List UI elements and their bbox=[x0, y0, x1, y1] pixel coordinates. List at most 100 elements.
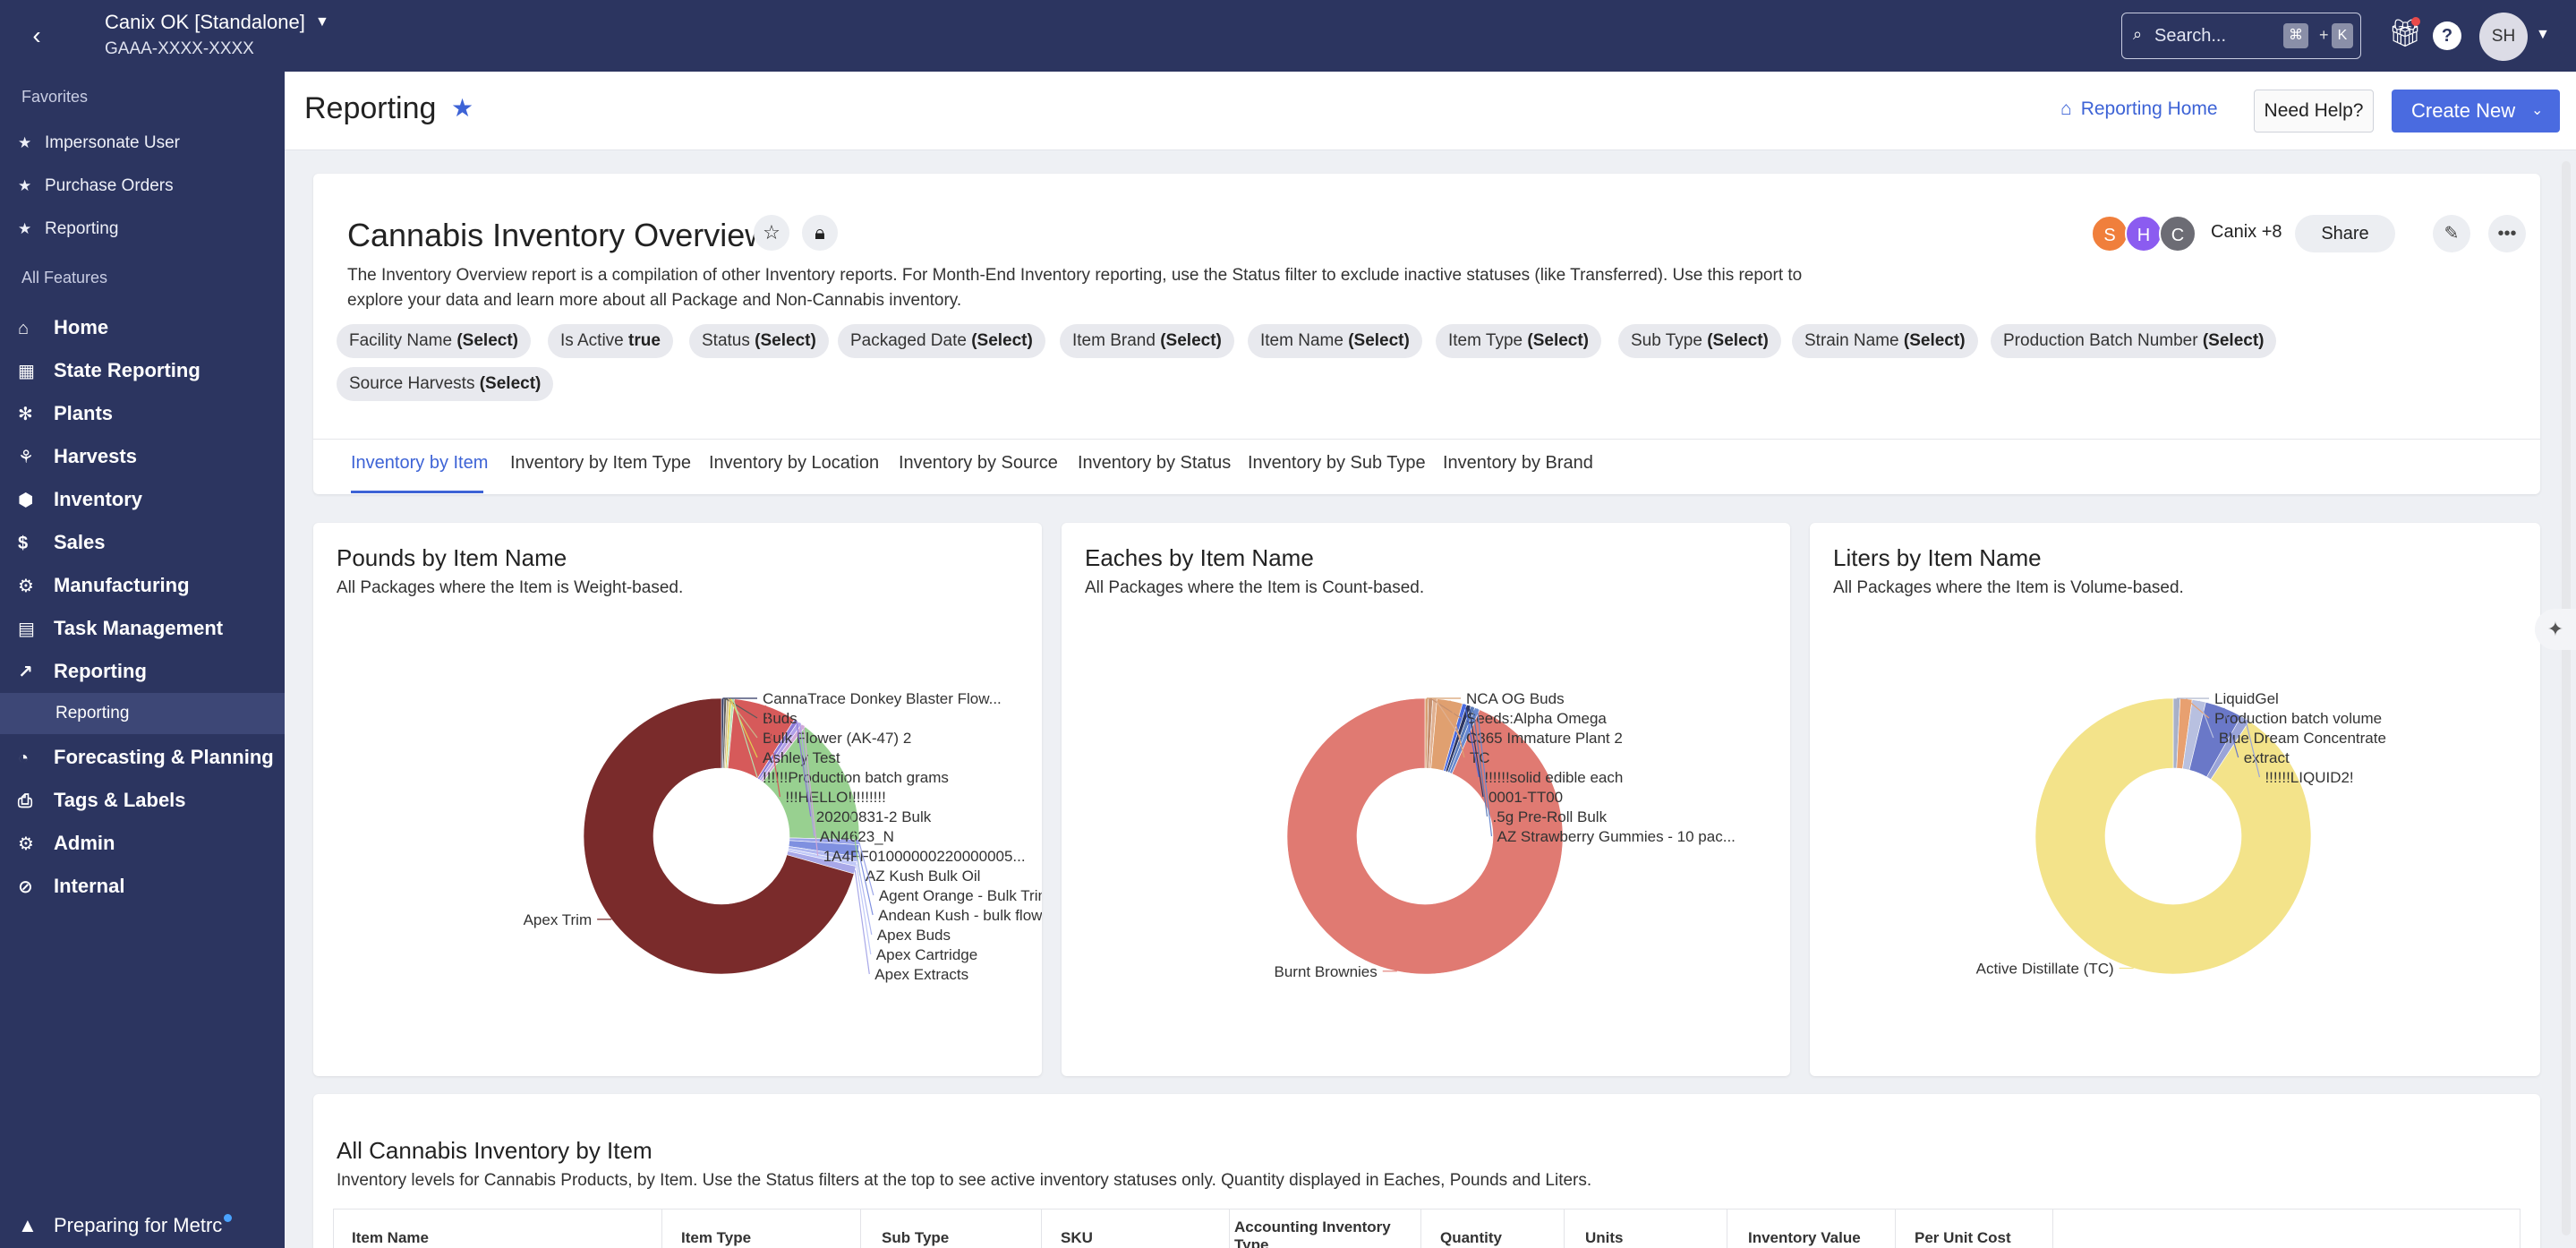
liters-donut-chart[interactable]: Active Distillate (TC) LiquidGel Productio… bbox=[1810, 523, 2540, 1076]
sidebar-item-harvests[interactable]: ⚘ Harvests bbox=[18, 435, 137, 478]
filter-chip-item-name[interactable]: Item Name (Select) bbox=[1248, 324, 1422, 358]
shortcut-k-key: K bbox=[2332, 23, 2353, 48]
filter-chip-production-batch[interactable]: Production Batch Number (Select) bbox=[1991, 324, 2277, 358]
preparing-for-metrc-link[interactable]: ▲ Preparing for Metrc bbox=[18, 1214, 233, 1237]
share-button[interactable]: Share bbox=[2295, 215, 2395, 252]
user-menu-caret-icon[interactable]: ▼ bbox=[2536, 27, 2550, 42]
slice-label: extract bbox=[2244, 749, 2290, 766]
edit-pencil-icon[interactable]: ✎ bbox=[2433, 215, 2470, 252]
column-header[interactable]: Sub Type bbox=[882, 1229, 950, 1246]
column-header[interactable]: Units bbox=[1585, 1229, 1624, 1246]
star-icon: ★ bbox=[18, 134, 32, 151]
tab-inventory-by-source[interactable]: Inventory by Source bbox=[899, 453, 1058, 473]
ai-sparkle-icon[interactable]: ✦ bbox=[2535, 609, 2576, 650]
star-outline-icon[interactable]: ☆ bbox=[754, 215, 789, 251]
tab-inventory-by-sub-type[interactable]: Inventory by Sub Type bbox=[1248, 453, 1426, 473]
tab-inventory-by-status[interactable]: Inventory by Status bbox=[1078, 453, 1232, 473]
pie-slice[interactable] bbox=[762, 726, 860, 841]
sidebar-item-admin[interactable]: ⚙ Admin bbox=[18, 822, 115, 865]
user-avatar[interactable]: SH bbox=[2479, 13, 2528, 61]
column-header[interactable]: Accounting Inventory Type bbox=[1234, 1218, 1391, 1248]
reporting-home-link[interactable]: ⌂ Reporting Home bbox=[2060, 98, 2218, 119]
home-icon: ⌂ bbox=[18, 319, 30, 338]
tab-inventory-by-item[interactable]: Inventory by Item bbox=[351, 453, 489, 473]
tabs-divider bbox=[313, 439, 2540, 440]
label-leader-line bbox=[803, 725, 819, 857]
filter-chip-status[interactable]: Status (Select) bbox=[689, 324, 829, 358]
label-leader-line bbox=[1468, 705, 1484, 798]
filter-chip-is-active[interactable]: Is Active true bbox=[548, 324, 673, 358]
org-name[interactable]: Canix OK [Standalone] bbox=[105, 11, 305, 33]
column-header[interactable]: SKU bbox=[1061, 1229, 1093, 1246]
label-leader-line bbox=[799, 722, 815, 837]
page-scrollbar[interactable] bbox=[2562, 161, 2571, 1235]
column-header[interactable]: Item Name bbox=[352, 1229, 429, 1246]
favorite-reporting[interactable]: ★ Reporting bbox=[18, 211, 118, 247]
slice-label: Bulk Flower (AK-47) 2 bbox=[763, 730, 911, 747]
org-dropdown-caret-icon[interactable]: ▼ bbox=[315, 14, 329, 30]
pie-slice[interactable] bbox=[2034, 697, 2312, 975]
sidebar-item-internal[interactable]: ⊘ Internal bbox=[18, 865, 124, 908]
filter-chip-facility-name[interactable]: Facility Name (Select) bbox=[337, 324, 531, 358]
filter-chip-sub-type[interactable]: Sub Type (Select) bbox=[1618, 324, 1781, 358]
pounds-donut-chart[interactable]: Apex Trim CannaTrace Donkey Blaster Flow.… bbox=[313, 523, 1042, 1076]
pie-slice[interactable] bbox=[583, 697, 855, 975]
label-leader-line bbox=[858, 842, 874, 896]
active-tab-indicator bbox=[351, 491, 483, 493]
filter-chip-item-brand[interactable]: Item Brand (Select) bbox=[1060, 324, 1234, 358]
sidebar-item-home[interactable]: ⌂ Home bbox=[18, 306, 108, 349]
lock-icon[interactable]: 🔒︎ bbox=[802, 215, 838, 251]
label-leader-line bbox=[729, 698, 758, 758]
warning-icon: ▲ bbox=[18, 1214, 38, 1236]
tab-inventory-by-location[interactable]: Inventory by Location bbox=[709, 453, 880, 473]
chevron-down-icon: ⌄ bbox=[2531, 103, 2544, 118]
slice-label: AZ Strawberry Gummies - 10 pac... bbox=[1497, 828, 1735, 845]
sidebar-item-tags-labels[interactable]: ⎙ Tags & Labels bbox=[18, 779, 186, 822]
forecast-icon: ◔ bbox=[18, 748, 30, 768]
help-icon[interactable]: ? bbox=[2433, 21, 2461, 50]
collaborators-label[interactable]: Canix +8 bbox=[2211, 222, 2282, 242]
star-icon: ★ bbox=[18, 220, 32, 237]
slice-label: !!!!!!Production batch grams bbox=[763, 769, 949, 786]
more-options-icon[interactable]: ••• bbox=[2488, 215, 2526, 252]
liters-chart-card: Liters by Item Name All Packages where t… bbox=[1810, 523, 2540, 1076]
slice-label: Agent Orange - Bulk Trim bbox=[879, 887, 1042, 904]
filter-chip-source-harvests[interactable]: Source Harvests (Select) bbox=[337, 367, 554, 401]
collaborator-avatar: S bbox=[2091, 215, 2128, 252]
sidebar-item-manufacturing[interactable]: ⚙ Manufacturing bbox=[18, 564, 190, 607]
sidebar-item-reporting[interactable]: ↗ Reporting bbox=[18, 650, 147, 693]
favorite-purchase-orders[interactable]: ★ Purchase Orders bbox=[18, 168, 174, 204]
chart-title: Eaches by Item Name bbox=[1085, 544, 1314, 571]
dollar-icon: $ bbox=[18, 534, 29, 553]
favorite-star-icon[interactable]: ★ bbox=[451, 94, 474, 122]
column-header[interactable]: Per Unit Cost bbox=[1915, 1229, 2011, 1246]
pie-slice[interactable] bbox=[1286, 697, 1564, 975]
org-id: GAAA-XXXX-XXXX bbox=[105, 39, 254, 58]
sidebar-item-plants[interactable]: ✻ Plants bbox=[18, 392, 113, 435]
back-chevron-icon[interactable]: ‹ bbox=[32, 21, 41, 49]
tab-inventory-by-item-type[interactable]: Inventory by Item Type bbox=[510, 453, 691, 473]
filter-chip-packaged-date[interactable]: Packaged Date (Select) bbox=[838, 324, 1045, 358]
sidebar-item-task-management[interactable]: ▤ Task Management bbox=[18, 607, 223, 650]
favorites-heading: Favorites bbox=[21, 88, 89, 106]
column-header[interactable]: Quantity bbox=[1440, 1229, 1502, 1246]
label-leader-line bbox=[1434, 698, 1462, 739]
sidebar-item-inventory[interactable]: ⬢ Inventory bbox=[18, 478, 142, 521]
sidebar-item-forecasting[interactable]: ◔ Forecasting & Planning bbox=[18, 736, 274, 779]
tab-inventory-by-brand[interactable]: Inventory by Brand bbox=[1443, 453, 1593, 473]
search-input[interactable]: ⌕ Search... ⌘ + K bbox=[2121, 13, 2361, 59]
sidebar-item-state-reporting[interactable]: ▦ State Reporting bbox=[18, 349, 200, 392]
table-title: All Cannabis Inventory by Item bbox=[337, 1137, 653, 1164]
filter-chip-strain-name[interactable]: Strain Name (Select) bbox=[1792, 324, 1978, 358]
sidebar-subitem-reporting[interactable]: Reporting bbox=[0, 693, 285, 734]
sidebar-item-sales[interactable]: $ Sales bbox=[18, 521, 106, 564]
label-leader-line bbox=[1463, 704, 1480, 778]
column-header[interactable]: Item Type bbox=[681, 1229, 752, 1246]
need-help-button[interactable]: Need Help? bbox=[2254, 90, 2374, 132]
filter-chip-item-type[interactable]: Item Type (Select) bbox=[1436, 324, 1602, 358]
eaches-donut-chart[interactable]: Burnt Brownies NCA OG Buds Seeds:Alpha Ome… bbox=[1062, 523, 1790, 1076]
create-new-button[interactable]: Create New ⌄ bbox=[2392, 90, 2560, 132]
favorite-impersonate-user[interactable]: ★ Impersonate User bbox=[18, 125, 180, 161]
column-header[interactable]: Inventory Value bbox=[1748, 1229, 1861, 1246]
printer-icon: ⎙ bbox=[18, 791, 32, 811]
